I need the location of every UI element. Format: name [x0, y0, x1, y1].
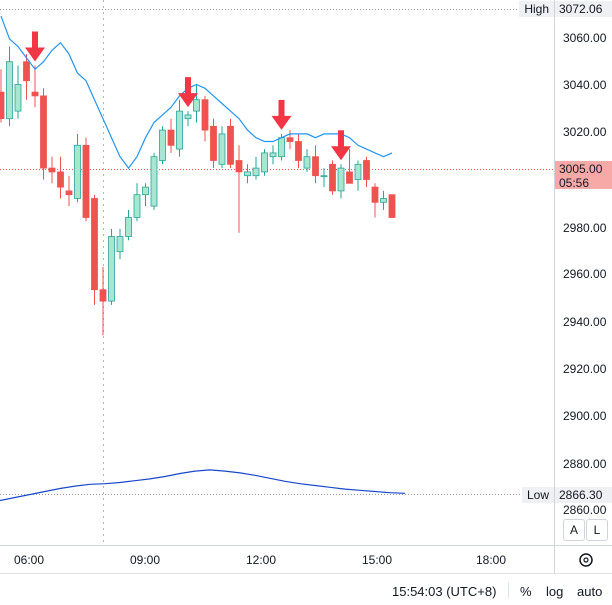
candle-up [261, 152, 268, 173]
candle-down [388, 194, 396, 218]
axis-settings[interactable] [554, 545, 612, 574]
candle-up [252, 167, 260, 177]
candle-down [371, 186, 379, 203]
arrow-head [331, 146, 351, 161]
candle-down [346, 171, 353, 184]
candle-up [244, 171, 251, 177]
low-label: Low [521, 487, 554, 503]
candle-down [286, 137, 294, 142]
time-tick-label: 09:00 [129, 553, 161, 567]
candle-down [48, 167, 56, 173]
candle-down [363, 160, 370, 180]
log-scale-button[interactable]: L [586, 519, 608, 541]
candle-up [380, 198, 387, 203]
log-toggle[interactable]: log [546, 584, 564, 599]
arrow-shaft [278, 99, 285, 117]
candle-up [74, 144, 81, 199]
last-price-value: 3005.00 [559, 162, 603, 176]
price-tick-label: 2860.00 [563, 503, 607, 517]
last-price-tag: 3005.00 05:56 [555, 161, 612, 190]
candle-down [167, 129, 175, 146]
arrow-head [25, 47, 45, 62]
price-tick-label: 2900.00 [563, 409, 607, 423]
candlestick-chart[interactable] [0, 0, 554, 545]
candle-down [23, 61, 30, 82]
price-tick-label: 2960.00 [563, 267, 607, 281]
price-tick-label: 2940.00 [563, 315, 607, 329]
clock-display[interactable]: 15:54:03 (UTC+8) [392, 584, 497, 599]
candle-up [218, 133, 226, 165]
candle-down [99, 289, 107, 302]
annotation-arrow [25, 31, 45, 62]
bar-countdown: 05:56 [559, 176, 590, 190]
candle-up [150, 156, 158, 207]
candle-up [142, 186, 149, 196]
time-tick-label: 06:00 [13, 553, 45, 567]
annotation-arrow [271, 99, 292, 130]
candle-down [65, 190, 73, 196]
candle-up [6, 61, 13, 120]
time-tick-label: 12:00 [245, 553, 277, 567]
candle-down [57, 171, 64, 188]
candle-down [295, 141, 302, 161]
lower-band-line [0, 469, 406, 502]
low-value-tag: 2866.30 [555, 487, 612, 503]
candle-up [133, 194, 141, 218]
arrow-shaft [338, 130, 344, 148]
chart-pane[interactable]: High Low [0, 0, 554, 545]
annotation-arrow [178, 77, 198, 108]
candle-down [91, 198, 98, 291]
candle-up [278, 137, 285, 158]
high-label: High [519, 1, 554, 17]
candle-down [227, 125, 234, 165]
price-axis[interactable]: 3060.00 3040.00 3020.00 2980.00 2960.00 2940.… [554, 0, 612, 545]
candle-down [31, 91, 39, 97]
price-tick-label: 3040.00 [563, 78, 607, 92]
candle-up [269, 152, 277, 158]
candle-down [210, 125, 217, 161]
arrow-shaft [32, 31, 38, 49]
candle-up [116, 236, 124, 253]
candle-up [303, 156, 311, 169]
arrow-head [271, 115, 292, 130]
upper-band-line [0, 15, 393, 170]
candle-up [337, 167, 345, 192]
price-tick-label: 2980.00 [563, 221, 607, 235]
gear-icon[interactable] [555, 546, 612, 574]
price-tick-label: 3020.00 [563, 125, 607, 139]
candle-down [40, 95, 47, 169]
candle-up [354, 163, 362, 180]
arrow-shaft [185, 77, 191, 95]
price-tick-label: 2880.00 [563, 457, 607, 471]
time-tick-label: 15:00 [361, 553, 393, 567]
arrow-head [178, 93, 198, 108]
candle-up [159, 129, 166, 161]
candle-up [176, 110, 183, 150]
bottom-toolbar: 15:54:03 (UTC+8) % log auto [0, 573, 612, 605]
auto-scale-button[interactable]: A [563, 519, 585, 541]
candle-up [184, 114, 192, 120]
price-tick-label: 2920.00 [563, 362, 607, 376]
time-tick-label: 18:00 [475, 553, 507, 567]
candle-down [201, 99, 209, 131]
candle-down [312, 156, 319, 177]
percent-toggle[interactable]: % [520, 584, 532, 599]
candle-up [108, 236, 115, 302]
price-tick-label: 3060.00 [563, 31, 607, 45]
separator [508, 582, 509, 598]
time-axis[interactable]: 06:00 09:00 12:00 15:00 18:00 [0, 545, 554, 574]
candle-up [14, 84, 22, 112]
candle-down [329, 163, 336, 192]
candle-up [320, 175, 328, 178]
annotation-arrow [331, 130, 351, 161]
candle-up [193, 99, 200, 112]
candle-down [82, 144, 90, 218]
auto-toggle[interactable]: auto [577, 584, 603, 599]
candle-up [125, 217, 132, 237]
candle-down [0, 91, 5, 120]
candle-down [235, 160, 243, 173]
high-value-tag: 3072.06 [555, 1, 612, 17]
